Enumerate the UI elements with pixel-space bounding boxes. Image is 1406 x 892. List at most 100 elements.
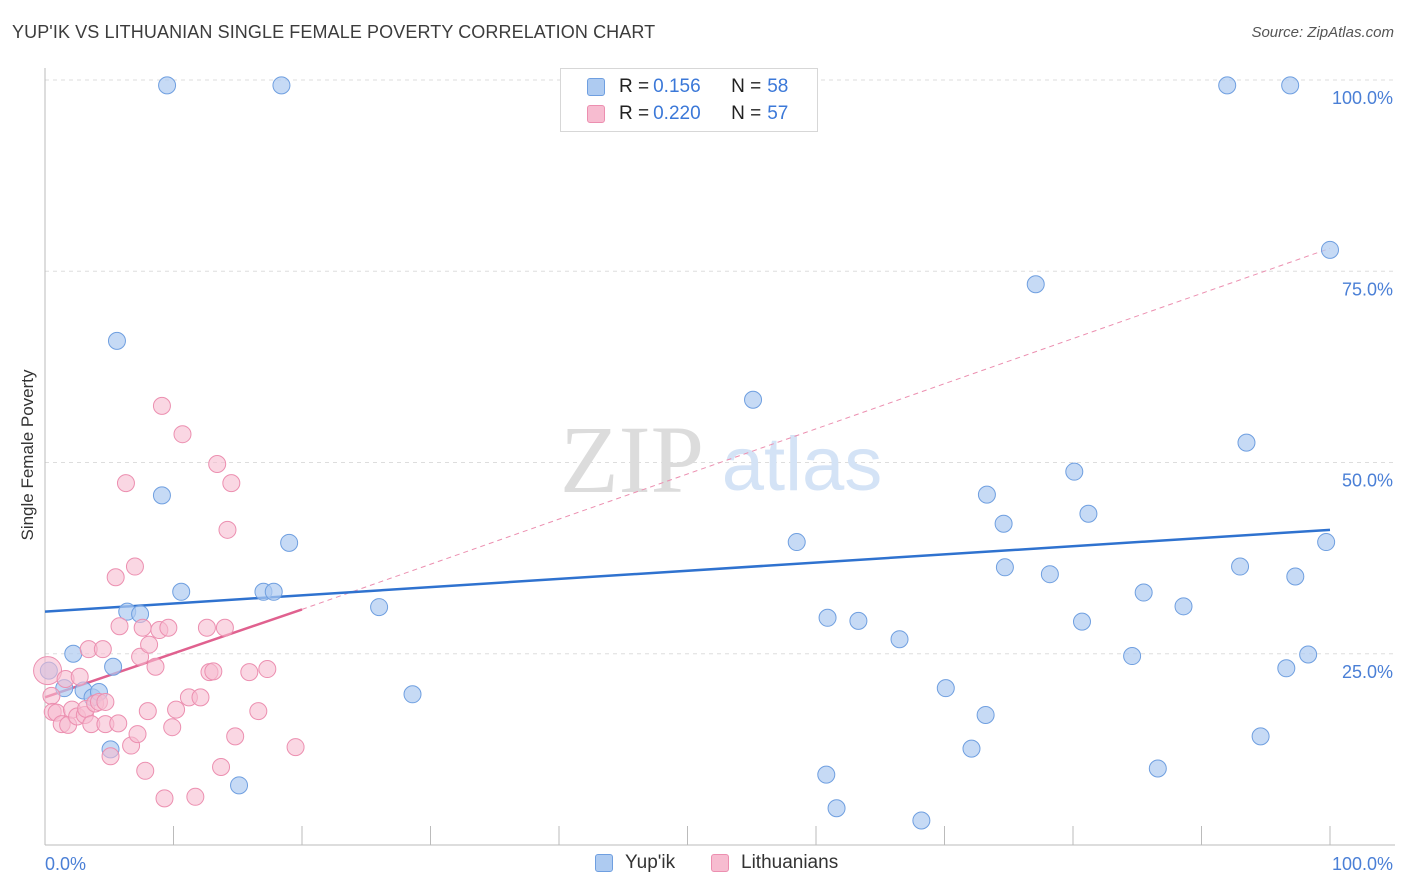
lithuanians-point	[240, 663, 259, 682]
yupik-point	[107, 331, 126, 350]
y-tick-label: 100.0%	[1332, 88, 1393, 108]
yupik-point	[817, 765, 836, 784]
y-tick-label: 75.0%	[1342, 279, 1393, 299]
yupik-point	[962, 739, 981, 758]
yupik-point	[849, 611, 868, 630]
lithuanians-point	[186, 787, 205, 806]
yupik-point	[1079, 504, 1098, 523]
lithuanians-point	[167, 700, 186, 719]
lithuanians-point	[208, 455, 227, 474]
lithuanians-point	[159, 618, 178, 637]
lithuanians-point	[226, 727, 245, 746]
legend-n-value: 57	[767, 103, 789, 124]
correlation-legend: R = 0.156 N = 58 R = 0.220 N = 57	[560, 68, 818, 132]
legend-item-label: Lithuanians	[741, 852, 839, 873]
lithuanians-point	[218, 520, 237, 539]
legend-r-label: R =	[619, 76, 650, 97]
yupik-point	[1277, 659, 1296, 678]
lithuanians-point	[33, 656, 63, 686]
lithuanians-trendline-extension	[301, 247, 1331, 610]
axes	[44, 68, 1395, 846]
legend-r-label: R =	[619, 103, 650, 124]
yupik-point	[1317, 533, 1336, 552]
yupik-point	[158, 76, 177, 95]
lithuanians-point	[152, 396, 171, 415]
yupik-point	[1237, 433, 1256, 452]
source-label: Source: ZipAtlas.com	[1251, 24, 1394, 41]
yupik-point	[1123, 647, 1142, 666]
lithuanians-point	[146, 657, 165, 676]
lithuanians-point	[204, 662, 223, 681]
watermark-atlas: atlas	[722, 422, 883, 507]
yupik-point	[976, 705, 995, 724]
legend-swatch-pink	[711, 854, 729, 872]
yupik-point	[1174, 597, 1193, 616]
legend-row-lithuanians: R = 0.220 N = 57	[587, 102, 788, 126]
tick-labels: 100.0% 75.0% 50.0% 25.0% 0.0% 100.0%	[45, 88, 1393, 874]
legend-n-value: 58	[767, 76, 789, 97]
y-tick-label: 50.0%	[1342, 471, 1393, 491]
lithuanians-point	[215, 618, 234, 637]
yupik-point	[1072, 612, 1091, 631]
lithuanians-point	[155, 789, 174, 808]
lithuanians-point	[249, 702, 268, 721]
lithuanians-point	[133, 618, 152, 637]
lithuanians-point	[222, 474, 241, 493]
legend-n-label: N =	[731, 103, 762, 124]
x-tick-label-max: 100.0%	[1332, 854, 1393, 874]
yupik-point	[1026, 275, 1045, 294]
lithuanians-point	[42, 686, 61, 705]
legend-item-label: Yup'ik	[625, 852, 676, 873]
yupik-point	[912, 811, 931, 830]
yupik-point	[272, 76, 291, 95]
legend-item-lithuanians[interactable]: Lithuanians	[711, 852, 838, 874]
lithuanians-point	[197, 618, 216, 637]
legend-r-value: 0.220	[653, 103, 701, 124]
series-legend: Yup'ik Lithuanians	[0, 852, 1406, 878]
lithuanians-point	[212, 757, 231, 776]
legend-item-yupik[interactable]: Yup'ik	[595, 852, 675, 874]
lithuanians-point	[138, 702, 157, 721]
lithuanians-point	[191, 688, 210, 707]
y-tick-label: 25.0%	[1342, 662, 1393, 682]
yupik-point	[1251, 727, 1270, 746]
lithuanians-point	[96, 692, 115, 711]
yupik-point	[994, 514, 1013, 533]
lithuanians-point	[163, 718, 182, 737]
legend-swatch-blue	[587, 78, 605, 96]
yupik-point	[152, 486, 171, 505]
chart-title: YUP'IK VS LITHUANIAN SINGLE FEMALE POVER…	[12, 22, 656, 42]
yupik-point	[818, 608, 837, 627]
lithuanians-point	[131, 647, 150, 666]
lithuanians-point	[136, 761, 155, 780]
yupik-point	[104, 657, 123, 676]
lithuanians-point	[106, 568, 125, 587]
yupik-point	[1286, 567, 1305, 586]
data-points	[33, 76, 1339, 830]
lithuanians-point	[93, 640, 112, 659]
yupik-point	[403, 685, 422, 704]
yupik-point	[1321, 240, 1339, 259]
yupik-point	[230, 776, 249, 795]
yupik-point	[264, 582, 283, 601]
lithuanians-point	[109, 714, 128, 733]
legend-row-yupik: R = 0.156 N = 58	[587, 75, 788, 99]
yupik-point	[995, 558, 1014, 577]
yupik-point	[370, 598, 389, 617]
yupik-point	[1148, 759, 1167, 778]
watermark-zip: ZIP	[560, 406, 704, 513]
lithuanians-point	[128, 725, 147, 744]
yupik-point	[936, 679, 955, 698]
lithuanians-point	[125, 557, 144, 576]
yupik-point	[890, 630, 909, 649]
yupik-point	[787, 533, 806, 552]
legend-swatch-pink	[587, 105, 605, 123]
legend-swatch-blue	[595, 854, 613, 872]
yupik-point	[1281, 76, 1300, 95]
lithuanians-point	[101, 747, 120, 766]
legend-n-label: N =	[731, 76, 762, 97]
lithuanians-point	[116, 474, 135, 493]
lithuanians-point	[286, 738, 305, 757]
yupik-point	[1134, 583, 1153, 602]
